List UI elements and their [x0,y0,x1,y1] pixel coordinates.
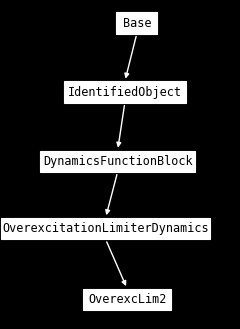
FancyBboxPatch shape [83,289,171,310]
FancyBboxPatch shape [116,12,157,34]
Text: IdentifiedObject: IdentifiedObject [68,86,182,99]
FancyBboxPatch shape [64,82,186,103]
Text: Base: Base [123,16,151,30]
Text: OverexcitationLimiterDynamics: OverexcitationLimiterDynamics [2,222,209,235]
FancyBboxPatch shape [40,151,195,172]
FancyBboxPatch shape [1,218,210,240]
Text: OverexcLim2: OverexcLim2 [88,293,166,306]
Text: DynamicsFunctionBlock: DynamicsFunctionBlock [43,155,192,168]
